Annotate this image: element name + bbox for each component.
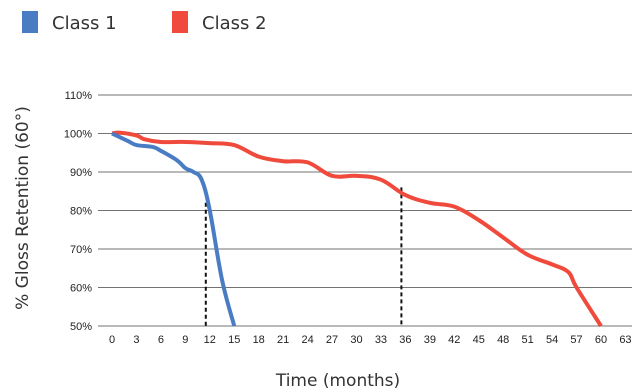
y-tick-labels: 50% 60% 70% 80% 90% 100% 110% <box>64 90 92 333</box>
series-lines <box>111 130 603 328</box>
x-tick-label: 21 <box>277 334 289 346</box>
y-tick-label: 60% <box>70 283 92 295</box>
y-axis-title: % Gloss Retention (60°) <box>13 106 33 310</box>
x-tick-label: 39 <box>424 334 436 346</box>
x-tick-label: 60 <box>595 334 607 346</box>
x-tick-label: 24 <box>301 334 313 346</box>
legend-swatch-class-1 <box>22 11 38 33</box>
x-tick-label: 15 <box>228 334 240 346</box>
gridlines <box>98 94 632 327</box>
y-tick-label: 70% <box>70 244 92 256</box>
x-tick-label: 3 <box>133 334 139 346</box>
legend-swatch-class-2 <box>172 11 188 33</box>
x-tick-label: 51 <box>522 334 534 346</box>
y-tick-label: 80% <box>70 206 92 218</box>
y-tick-label: 90% <box>70 167 92 179</box>
x-tick-label: 45 <box>473 334 485 346</box>
legend-label-class-1: Class 1 <box>52 13 117 34</box>
series-line-class-2 <box>111 130 603 328</box>
reference-lines <box>204 187 403 326</box>
legend-label-class-2: Class 2 <box>202 13 267 34</box>
x-tick-labels: 0 3 6 9 12 15 18 21 24 27 30 33 36 39 42 45 48 51 54 57 60 63 <box>109 334 632 346</box>
y-tick-label: 110% <box>65 90 93 102</box>
x-tick-label: 57 <box>570 334 582 346</box>
y-tick-label: 50% <box>70 321 92 333</box>
x-tick-label: 18 <box>253 334 265 346</box>
x-tick-label: 12 <box>204 334 216 346</box>
legend: Class 1 Class 2 <box>22 11 267 34</box>
y-tick-label: 100% <box>64 129 92 141</box>
x-tick-label: 48 <box>497 334 509 346</box>
x-tick-label: 6 <box>158 334 164 346</box>
x-tick-label: 33 <box>375 334 387 346</box>
x-tick-label: 9 <box>182 334 188 346</box>
series-line-class-1 <box>111 131 237 327</box>
x-tick-label: 54 <box>546 334 558 346</box>
x-tick-label: 27 <box>326 334 338 346</box>
x-axis-title: Time (months) <box>275 371 400 391</box>
x-tick-label: 63 <box>619 334 631 346</box>
x-tick-label: 42 <box>448 334 460 346</box>
x-tick-label: 36 <box>399 334 411 346</box>
x-tick-label: 0 <box>109 334 115 346</box>
x-tick-label: 30 <box>350 334 362 346</box>
